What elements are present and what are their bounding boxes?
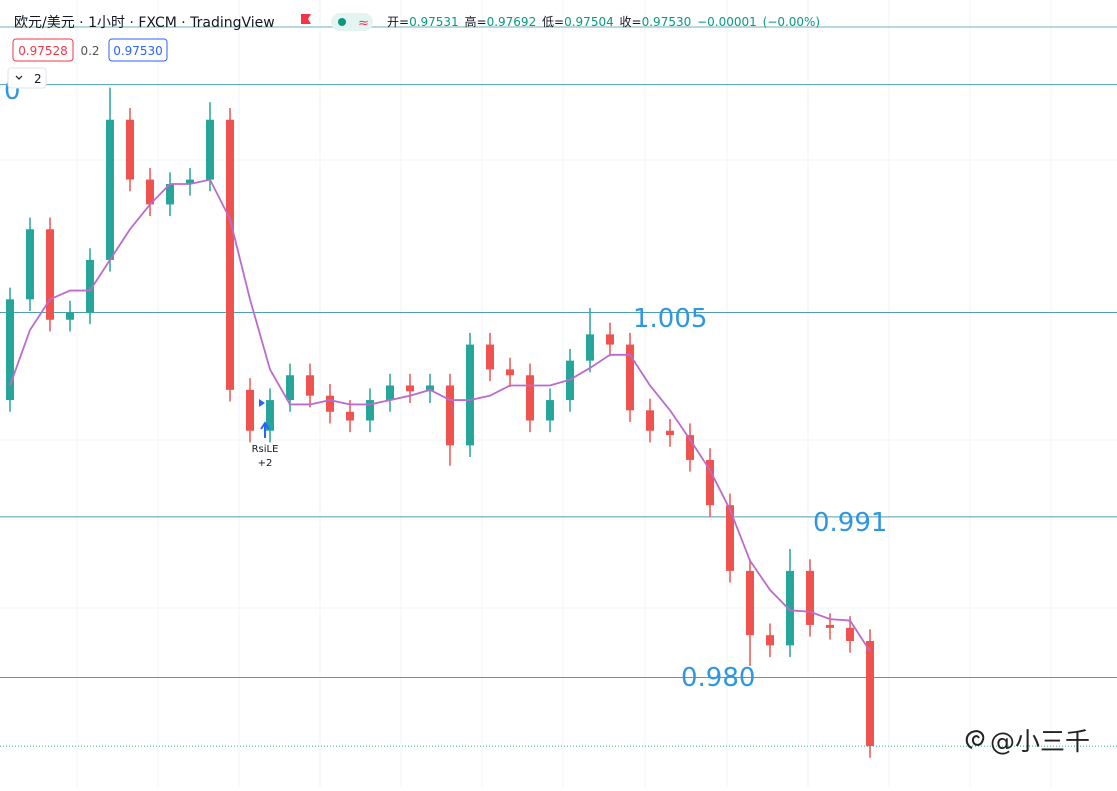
buy-button[interactable] [108, 38, 168, 62]
candle-body [766, 635, 774, 646]
watermark-logo [965, 730, 985, 749]
candle-body [586, 334, 594, 361]
ohlc-label: 高= [465, 14, 487, 29]
signal-arrow [260, 421, 270, 438]
candle-body [266, 400, 274, 431]
indicator-toggle[interactable] [7, 67, 47, 89]
candle-body [246, 389, 254, 431]
candle-body [426, 385, 434, 392]
candle-body [866, 640, 874, 747]
candle-body [626, 344, 634, 411]
candle-body [846, 627, 854, 641]
candle-body [806, 570, 814, 625]
status-icon: ≈ [358, 16, 369, 31]
candle-body [786, 570, 794, 646]
candle-body [86, 259, 94, 313]
moving-average [9, 178, 871, 652]
overlay [0, 178, 1117, 747]
status-pill[interactable] [331, 13, 373, 31]
ohlc: 开=0.97531 高=0.97692 低=0.97504 收=0.97530 … [387, 14, 820, 29]
candle-body [26, 229, 34, 300]
candle-body [466, 344, 474, 446]
ohlc-label: 低= [542, 15, 564, 29]
sell-price[interactable]: 0.97528 [18, 44, 68, 58]
candle-body [66, 312, 74, 320]
candle-body [366, 400, 374, 421]
status-dot [338, 18, 346, 26]
signal-label: RsiLE [252, 444, 279, 455]
symbol-title: 欧元/美元 · 1小时 · FXCM · TradingView [14, 15, 275, 31]
candle-body [146, 179, 154, 205]
signal-sub: +2 [258, 458, 273, 469]
level-label: 0.991 [813, 508, 887, 538]
level-label: 1.005 [633, 304, 707, 334]
candle-body [386, 385, 394, 401]
indicator-count[interactable]: 2 [34, 72, 42, 86]
ohlc-label: 收= [620, 15, 642, 29]
candle-body [226, 119, 234, 390]
watermark: @小三千 [990, 727, 1090, 756]
candle-body [346, 411, 354, 421]
ohlc-change-pct: (−0.00%) [763, 15, 821, 29]
candle-body [46, 229, 54, 320]
ohlc-value: 0.97530 [642, 15, 692, 29]
candle-body [706, 459, 714, 506]
level-label: 0.980 [681, 663, 755, 693]
sell-button[interactable] [12, 38, 74, 62]
signal-triangle [259, 399, 265, 407]
candle-body [206, 119, 214, 180]
ohlc-value: 0.97504 [564, 15, 614, 29]
candle-body [746, 570, 754, 636]
candle-body [666, 430, 674, 436]
chevron [15, 75, 23, 80]
candle-body [286, 375, 294, 401]
flag-icon[interactable] [301, 14, 311, 24]
candle-body [306, 375, 314, 396]
ohlc-change: −0.00001 [697, 15, 757, 29]
buy-price[interactable]: 0.97530 [113, 44, 163, 58]
candle-body [106, 119, 114, 260]
candle-body [446, 385, 454, 446]
candle-body [526, 375, 534, 421]
candle-body [126, 119, 134, 180]
candle-body [326, 395, 334, 412]
legend-header: 欧元/美元 · 1小时 · FXCM · TradingView ≈ 开=0.9… [7, 13, 820, 89]
candle-body [486, 344, 494, 370]
candle-body [606, 334, 614, 345]
candle-body [166, 183, 174, 205]
ohlc-value: 0.97531 [409, 15, 459, 29]
candle-body [686, 435, 694, 460]
ohlc-label: 开= [387, 15, 409, 29]
candle-body [6, 299, 14, 401]
candle-body [826, 624, 834, 628]
candles [6, 87, 874, 758]
ohlc-value: 0.97692 [487, 15, 537, 29]
candle-body [406, 385, 414, 392]
spread: 0.2 [80, 44, 99, 58]
candle-body [726, 505, 734, 571]
candle-body [546, 400, 554, 421]
candle-body [506, 369, 514, 376]
candle-body [186, 179, 194, 184]
candle-body [646, 410, 654, 431]
